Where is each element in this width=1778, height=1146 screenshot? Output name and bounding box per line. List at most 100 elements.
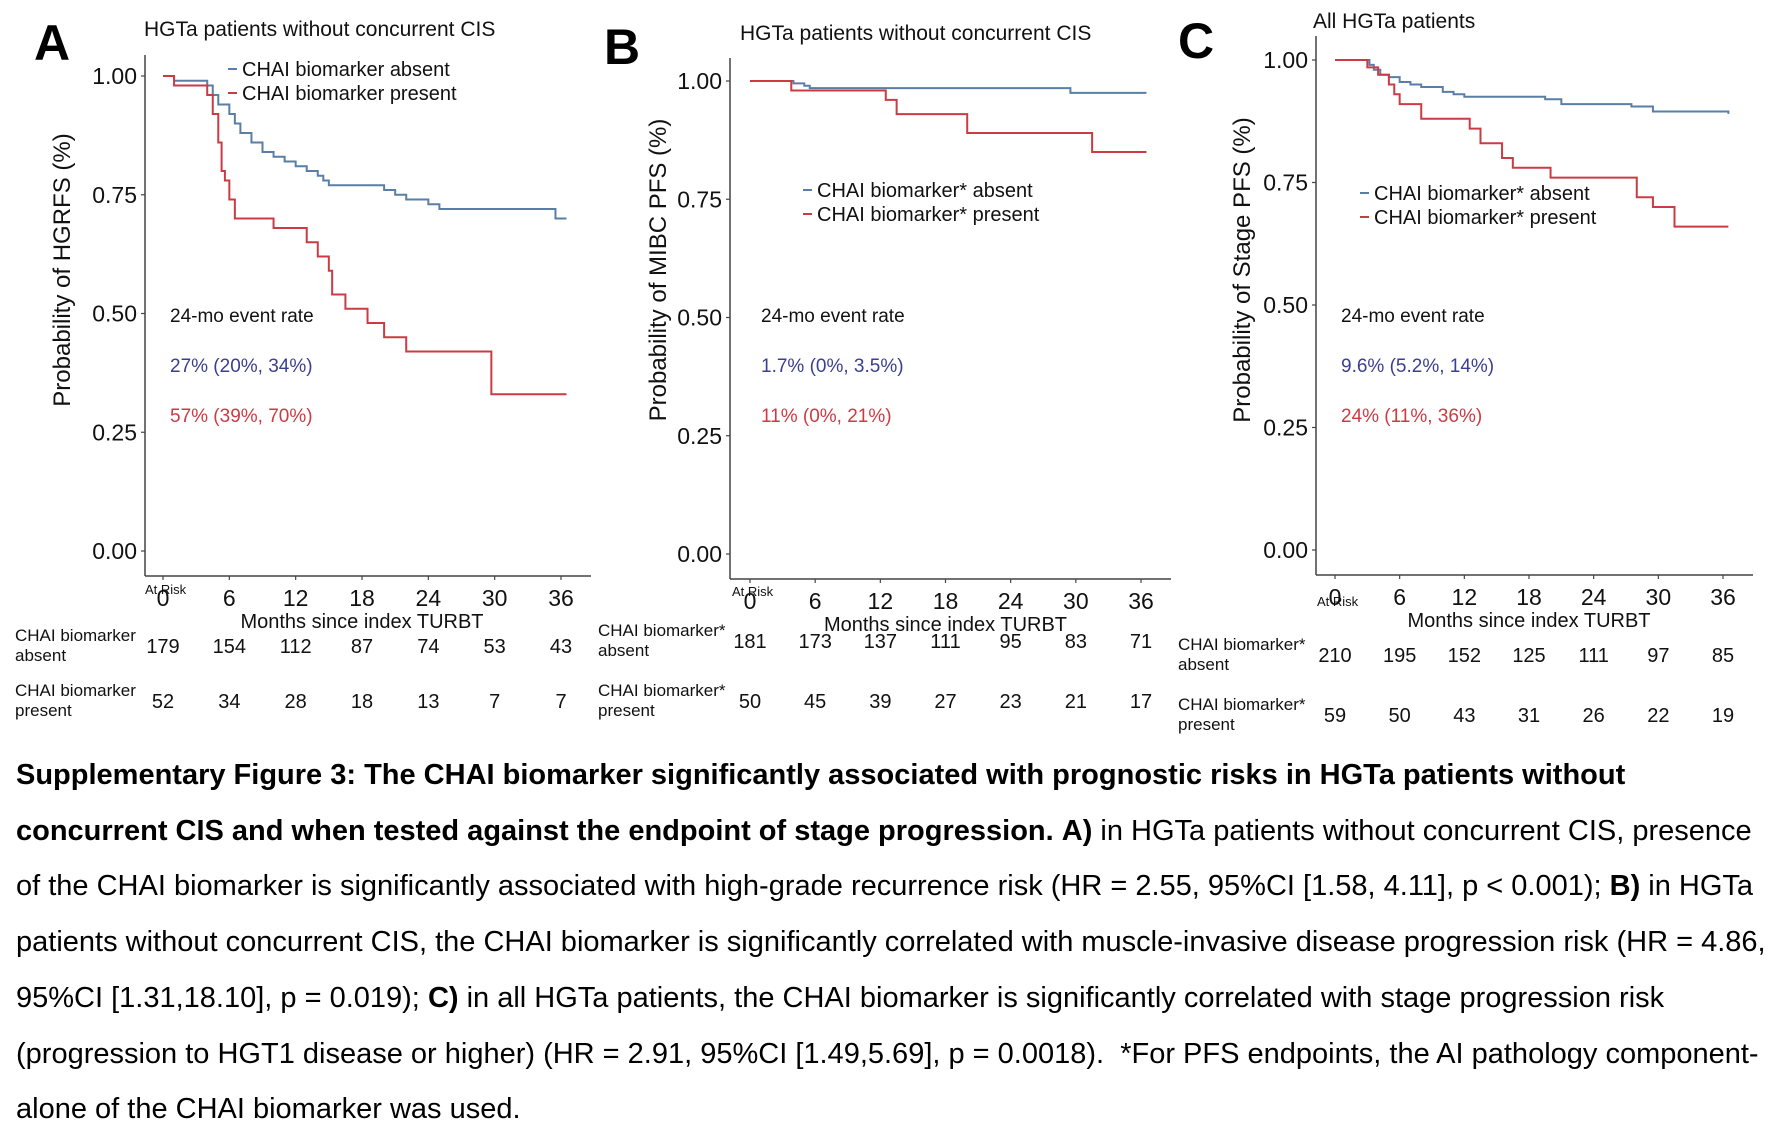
legend-label: CHAI biomarker* absent xyxy=(817,180,1033,202)
legend-label: CHAI biomarker* present xyxy=(1374,207,1597,229)
at-risk-count: 34 xyxy=(218,691,240,713)
x-tick-label: 24 xyxy=(416,585,442,611)
y-tick-label: 1.00 xyxy=(92,63,137,89)
x-axis-label: Months since index TURBT xyxy=(1407,610,1650,632)
km-curve-present xyxy=(750,80,1147,153)
at-risk-count: 59 xyxy=(1324,705,1346,727)
panel-letter: C xyxy=(1178,13,1214,69)
at-risk-count: 13 xyxy=(417,691,439,713)
y-tick-label: 0.00 xyxy=(677,541,722,567)
at-risk-row-label: CHAI biomarker* xyxy=(1178,695,1306,714)
at-risk-count: 22 xyxy=(1647,705,1669,727)
panel-a: A HGTa patients without concurrent CIS 0.0… xyxy=(15,15,591,720)
at-risk-count: 87 xyxy=(351,636,373,658)
at-risk-count: 39 xyxy=(869,691,891,713)
at-risk-count: 71 xyxy=(1130,631,1152,653)
x-tick-label: 18 xyxy=(349,585,375,611)
km-curve-present xyxy=(163,75,567,396)
at-risk-count: 23 xyxy=(1000,691,1022,713)
y-axis-label: Probability of MIBC PFS (%) xyxy=(645,119,672,422)
x-tick-label: 12 xyxy=(868,588,894,614)
event-rate-present: 57% (39%, 70%) xyxy=(170,406,313,427)
at-risk-label: At Risk xyxy=(145,582,187,597)
at-risk-count: 19 xyxy=(1712,705,1734,727)
at-risk-label: At Risk xyxy=(732,584,774,599)
at-risk-count: 83 xyxy=(1065,631,1087,653)
y-axis-label: Probability of Stage PFS (%) xyxy=(1229,117,1256,422)
km-curve-absent xyxy=(1335,59,1730,114)
y-tick-label: 0.75 xyxy=(677,186,722,212)
at-risk-count: 7 xyxy=(489,691,500,713)
x-tick-label: 6 xyxy=(1393,584,1406,610)
at-risk-row-label: absent xyxy=(598,641,649,660)
event-rate-present: 24% (11%, 36%) xyxy=(1341,406,1482,427)
at-risk-count: 95 xyxy=(1000,631,1022,653)
legend-label: CHAI biomarker* absent xyxy=(1374,183,1590,205)
at-risk-count: 112 xyxy=(280,636,312,658)
panel-b: B HGTa patients without concurrent CIS 0.0… xyxy=(598,19,1171,720)
at-risk-count: 53 xyxy=(484,636,506,658)
x-tick-label: 30 xyxy=(1646,584,1672,610)
at-risk-row-label: CHAI biomarker xyxy=(15,626,136,645)
x-tick-label: 36 xyxy=(1710,584,1736,610)
y-tick-label: 0.75 xyxy=(1263,170,1308,196)
y-tick-label: 0.50 xyxy=(92,301,137,327)
y-tick-label: 0.50 xyxy=(677,305,722,331)
at-risk-count: 85 xyxy=(1712,645,1734,667)
caption-label-c: C) xyxy=(427,981,459,1014)
x-tick-label: 24 xyxy=(998,588,1024,614)
at-risk-count: 173 xyxy=(798,631,831,653)
at-risk-count: 152 xyxy=(1448,645,1481,667)
x-tick-label: 0 xyxy=(744,588,757,614)
y-tick-label: 0.25 xyxy=(677,423,722,449)
at-risk-count: 45 xyxy=(804,691,826,713)
x-tick-label: 36 xyxy=(1128,588,1154,614)
at-risk-count: 28 xyxy=(285,691,307,713)
caption-text-b: in HGTa patients without concurrent CIS,… xyxy=(16,870,1766,1014)
x-tick-label: 12 xyxy=(1452,584,1478,610)
at-risk-count: 179 xyxy=(146,636,179,658)
at-risk-count: 137 xyxy=(864,631,897,653)
at-risk-count: 43 xyxy=(550,636,572,658)
x-tick-label: 18 xyxy=(933,588,959,614)
at-risk-count: 111 xyxy=(1578,645,1608,667)
x-tick-label: 18 xyxy=(1516,584,1542,610)
at-risk-row-label: CHAI biomarker* xyxy=(598,681,726,700)
km-curve-present xyxy=(1335,59,1729,228)
panel-letter: B xyxy=(604,19,640,75)
at-risk-count: 7 xyxy=(555,691,566,713)
panel-letter: A xyxy=(34,15,70,71)
x-tick-label: 6 xyxy=(809,588,822,614)
at-risk-count: 43 xyxy=(1453,705,1475,727)
panel-c: C All HGTa patients 0.00 0.25 0.50 0.75 1.00 0 6… xyxy=(1178,10,1753,734)
at-risk-count: 31 xyxy=(1518,705,1540,727)
event-rate-present: 11% (0%, 21%) xyxy=(761,406,892,427)
x-tick-label: 36 xyxy=(548,585,574,611)
caption-footnote: *For PFS endpoints, the AI pathology com… xyxy=(16,1037,1759,1126)
y-tick-label: 1.00 xyxy=(1263,47,1308,73)
event-rate-absent: 9.6% (5.2%, 14%) xyxy=(1341,356,1494,377)
y-axis-label: Probability of HGRFS (%) xyxy=(49,133,76,406)
at-risk-count: 50 xyxy=(1389,705,1411,727)
x-tick-label: 12 xyxy=(283,585,309,611)
at-risk-count: 26 xyxy=(1583,705,1605,727)
caption-label-b: B) xyxy=(1609,870,1641,903)
at-risk-label: At Risk xyxy=(1317,594,1359,609)
at-risk-count: 18 xyxy=(351,691,373,713)
at-risk-count: 111 xyxy=(930,631,960,653)
at-risk-count: 154 xyxy=(213,636,246,658)
panel-title: HGTa patients without concurrent CIS xyxy=(740,22,1091,45)
at-risk-count: 27 xyxy=(934,691,956,713)
y-tick-label: 0.50 xyxy=(1263,292,1308,318)
annotation-title: 24-mo event rate xyxy=(761,306,905,327)
at-risk-count: 21 xyxy=(1065,691,1087,713)
panel-title: All HGTa patients xyxy=(1313,10,1475,33)
caption-text-c: in all HGTa patients, the CHAI biomarker… xyxy=(16,981,1665,1070)
at-risk-row-label: CHAI biomarker xyxy=(15,681,136,700)
at-risk-count: 210 xyxy=(1318,645,1351,667)
event-rate-absent: 27% (20%, 34%) xyxy=(170,356,313,377)
legend-label: CHAI biomarker present xyxy=(242,83,457,105)
caption-title: Supplementary Figure 3: The CHAI biomark… xyxy=(16,759,1626,847)
event-rate-absent: 1.7% (0%, 3.5%) xyxy=(761,356,904,377)
panel-title: HGTa patients without concurrent CIS xyxy=(144,18,495,41)
